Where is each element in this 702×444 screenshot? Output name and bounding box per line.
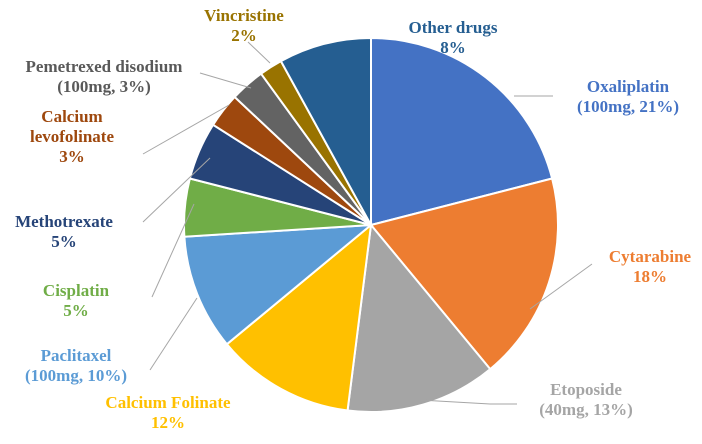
data-label-oxaliplatin: Oxaliplatin (100mg, 21%) (577, 77, 679, 116)
leader-line-paclitaxel (149, 297, 198, 371)
data-label-etoposide: Etoposide (40mg, 13%) (539, 380, 632, 419)
leader-line-etoposide (419, 399, 517, 405)
leader-line-vincristine (247, 41, 271, 64)
pie-slice-paclitaxel (183, 223, 375, 346)
pie-slice-cytarabine (369, 177, 559, 371)
data-label-cytarabine: Cytarabine 18% (609, 247, 692, 286)
pie-slice-calcium-folinate (225, 222, 373, 412)
data-label-calcium-levofolinate: Calcium levofolinate 3% (30, 107, 114, 166)
data-label-paclitaxel: Paclitaxel (100mg, 10%) (25, 346, 127, 385)
data-label-methotrexate: Methotrexate 5% (15, 212, 113, 251)
pie-slice-oxaliplatin (370, 36, 554, 227)
leader-line-pemetrexed-disodium (199, 72, 252, 89)
leader-line-calcium-levofolinate (142, 104, 230, 155)
leader-line-cisplatin (151, 203, 195, 298)
data-label-cisplatin: Cisplatin 5% (43, 281, 110, 320)
leader-line-cytarabine (529, 263, 593, 310)
leader-line-methotrexate (142, 157, 211, 223)
pie-slice-other-drugs (279, 36, 372, 226)
data-label-calcium-folinate: Calcium Folinate 12% (105, 393, 231, 432)
data-label-pemetrexed-disodium: Pemetrexed disodium (100mg, 3%) (26, 57, 183, 96)
data-label-other-drugs: Other drugs 8% (409, 18, 498, 57)
pie-slice-etoposide (346, 222, 492, 413)
data-label-vincristine: Vincristine 2% (204, 6, 284, 45)
